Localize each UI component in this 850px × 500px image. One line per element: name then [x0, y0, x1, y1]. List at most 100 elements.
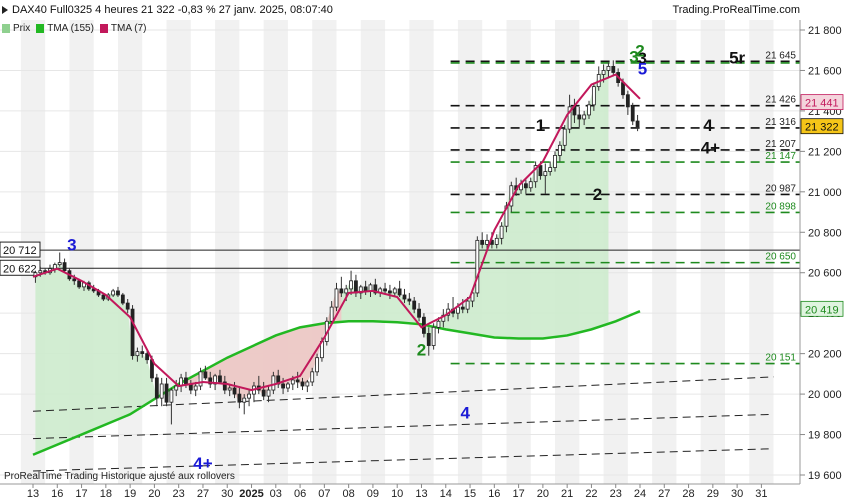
candle-body	[222, 381, 227, 391]
y-tick-label: 20 200	[808, 349, 842, 361]
candle-body	[290, 379, 295, 385]
x-tick-label: 30	[731, 488, 743, 500]
candle-body	[388, 290, 392, 294]
wave-label: 4	[703, 116, 713, 135]
x-tick-label: 19	[124, 488, 136, 500]
level-label: 20 151	[765, 353, 796, 364]
legend-item-tma7[interactable]: TMA (7)	[99, 23, 146, 34]
candle-body	[52, 264, 57, 270]
candle-body	[242, 397, 247, 403]
y-tick-label: 21 200	[808, 146, 842, 158]
candle-body	[344, 288, 349, 294]
legend-swatch-prix	[2, 24, 10, 33]
shaded-zone-green-fill	[35, 66, 609, 454]
trend-line	[32, 448, 774, 472]
candle-body	[601, 70, 606, 75]
x-tick-label: 10	[391, 488, 403, 500]
chart-title: DAX40 Full0325 4 heures 21 322 -0,83 % 2…	[12, 4, 333, 16]
day-band	[749, 20, 774, 484]
x-tick-label: 17	[75, 488, 87, 500]
legend-item-prix[interactable]: Prix	[2, 23, 30, 34]
x-tick-label: 22	[585, 488, 597, 500]
y-tick-label: 20 600	[808, 268, 842, 280]
wave-label: 4+	[701, 138, 720, 157]
candle-body	[247, 393, 251, 399]
candle-body	[266, 389, 271, 397]
candle-body	[120, 294, 125, 304]
candle-body	[193, 385, 198, 391]
candle-body	[261, 389, 266, 397]
candle-body	[528, 181, 533, 189]
candle-body	[169, 389, 174, 403]
candle-body	[553, 155, 557, 168]
wave-label: 4	[460, 403, 470, 422]
x-tick-label: 23	[610, 488, 622, 500]
x-tick-label: 31	[755, 488, 767, 500]
day-band	[360, 20, 386, 484]
day-band	[700, 20, 725, 484]
candle-body	[198, 371, 203, 387]
x-tick-label: 09	[367, 488, 379, 500]
candle-body	[383, 288, 387, 292]
candle-body	[621, 82, 625, 96]
candle-body	[232, 387, 237, 395]
axis-value-box-label: 20 419	[805, 304, 839, 316]
level-label: 21 316	[765, 117, 796, 128]
axis-value-box	[800, 94, 844, 111]
y-tick-label: 21 800	[808, 25, 842, 37]
x-tick-label: 16	[488, 488, 500, 500]
x-tick-label: 18	[100, 488, 112, 500]
tma155-line	[32, 310, 641, 456]
brand-label: Trading.ProRealTime.com	[672, 4, 800, 16]
candle-body	[208, 377, 213, 385]
candle-body	[402, 294, 407, 300]
day-band	[166, 20, 191, 484]
x-tick-label: 21	[561, 488, 573, 500]
x-tick-label: 28	[682, 488, 694, 500]
legend-item-tma155[interactable]: TMA (155)	[36, 23, 94, 34]
candle-body	[159, 383, 164, 399]
candle-body	[271, 375, 276, 391]
wave-label: 5	[638, 60, 647, 79]
wave-label: 2	[635, 41, 644, 60]
candle-body	[475, 239, 480, 294]
day-band	[409, 20, 434, 484]
x-tick-label: 03	[270, 488, 282, 500]
day-band	[652, 20, 677, 484]
candle-body	[72, 278, 77, 282]
candle-body	[591, 86, 596, 106]
axis-value-box	[800, 300, 844, 317]
level-label: 21 207	[765, 139, 796, 150]
candle-body	[145, 353, 150, 361]
y-tick-label: 21 000	[808, 187, 842, 199]
candle-body	[543, 171, 548, 177]
candle-body	[116, 290, 120, 296]
candle-body	[368, 284, 373, 292]
x-tick-label: 14	[440, 488, 452, 500]
candle-body	[630, 106, 635, 122]
candle-body	[460, 306, 465, 310]
candle-body	[363, 286, 368, 292]
candle-body	[567, 106, 572, 130]
x-tick-label: 06	[294, 488, 306, 500]
y-tick-label: 20 000	[808, 389, 842, 401]
candle-body	[218, 375, 222, 383]
candle-body	[538, 165, 543, 177]
legend: Prix TMA (155) TMA (7)	[2, 23, 146, 34]
x-tick-label: 2025	[239, 488, 263, 500]
wave-label: 4+	[193, 454, 212, 473]
candle-body	[38, 270, 43, 274]
left-price-box	[0, 241, 41, 258]
candle-body	[577, 114, 582, 120]
level-label: 21 147	[765, 151, 796, 162]
level-label: 20 898	[765, 201, 796, 212]
wave-label: 3	[629, 47, 638, 66]
candle-body	[300, 381, 305, 387]
expand-arrow-icon[interactable]	[2, 6, 8, 14]
axis-value-box-label: 21 322	[805, 122, 839, 134]
legend-label-prix: Prix	[13, 23, 31, 34]
candle-body	[213, 375, 218, 385]
candle-body	[130, 308, 135, 357]
candle-body	[349, 280, 353, 290]
